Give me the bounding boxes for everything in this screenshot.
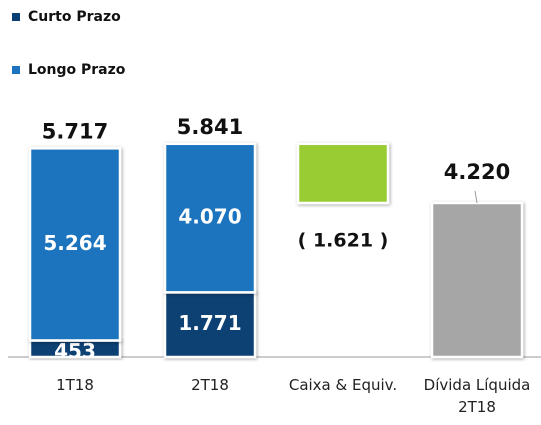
result-label: 4.220	[444, 160, 510, 184]
result-bar	[430, 201, 524, 359]
legend-label: Longo Prazo	[28, 62, 126, 78]
value-label: 5.264	[43, 231, 106, 255]
legend-swatch	[12, 13, 20, 21]
x-tick-label: 2T18	[191, 376, 229, 394]
legend-swatch	[12, 66, 20, 74]
adjustment-label: ( 1.621 )	[298, 229, 389, 251]
adjustment-bar	[296, 142, 390, 205]
x-tick-label: 1T18	[56, 376, 94, 394]
bar-segment	[163, 142, 257, 294]
bar-segment	[163, 291, 257, 359]
total-label: 5.717	[42, 119, 108, 143]
value-label: 1.771	[178, 311, 241, 335]
value-label: 4.070	[178, 205, 241, 229]
value-label: 453	[54, 339, 96, 363]
legend-label: Curto Prazo	[28, 9, 121, 25]
bar-segment	[28, 147, 122, 342]
leader-line	[474, 190, 478, 204]
x-tick-label: Caixa & Equiv.	[288, 376, 398, 394]
total-label: 5.841	[177, 115, 243, 139]
x-tick-label: Dívida Líquida 2T18	[423, 376, 531, 416]
